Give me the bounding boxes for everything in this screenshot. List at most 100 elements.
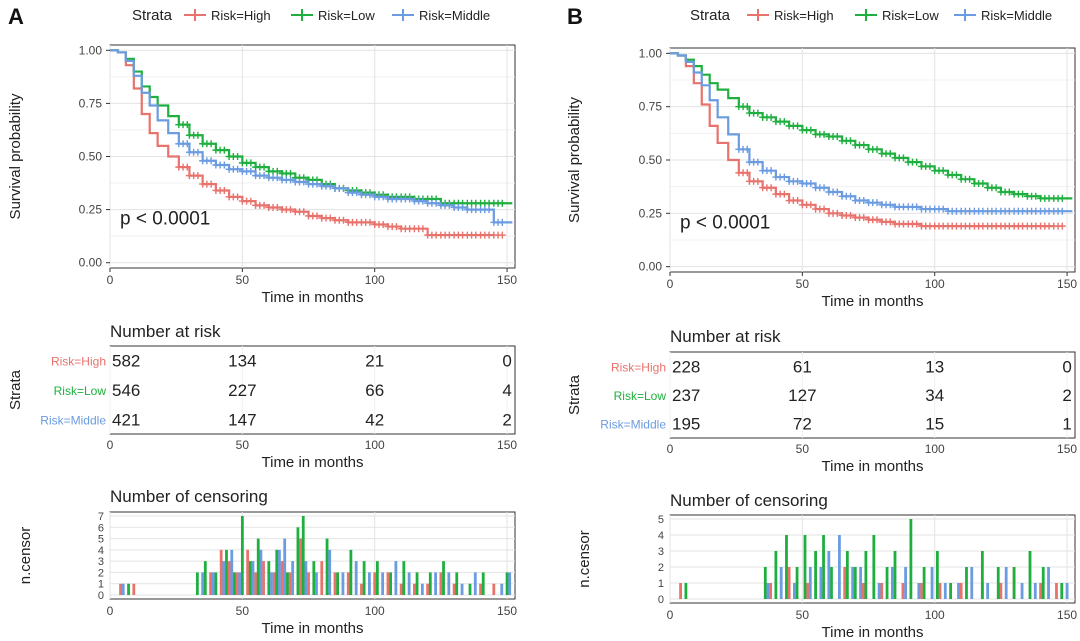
x-tick-label: 100 [925, 277, 945, 291]
censor-mark [406, 195, 414, 203]
censor-bar-low [375, 561, 379, 595]
risk-row-label: Risk=High [51, 355, 106, 369]
censor-bar-middle [500, 583, 504, 595]
x-tick-label: 50 [236, 604, 250, 618]
censor-bar-low [814, 551, 817, 599]
x-tick-label: 50 [796, 608, 810, 622]
censor-mark [287, 206, 295, 214]
censor-bar-middle [779, 567, 783, 599]
censor-mark [313, 180, 321, 188]
risk-row-label: Risk=Middle [600, 418, 666, 432]
censor-mark [794, 122, 802, 130]
censor-bar-high [346, 572, 350, 595]
censor-bar-high [132, 583, 136, 595]
legend-item: Risk=Low [882, 8, 939, 23]
censor-bar-middle [222, 561, 226, 595]
censor-mark [794, 197, 802, 205]
censor-mark [833, 209, 841, 217]
y-tick-label: 0.25 [79, 203, 103, 217]
censor-mark [847, 137, 855, 145]
censor-mark [260, 172, 268, 180]
risk-value: 21 [365, 352, 384, 371]
censor-bar-high [959, 583, 963, 599]
censor-bar-high [399, 583, 403, 595]
censor-bar-middle [291, 561, 295, 595]
censor-bar-low [127, 583, 130, 595]
censor-title: Number of censoring [110, 487, 268, 506]
legend-title: Strata [690, 7, 731, 24]
risk-table-area [669, 351, 1076, 439]
censor-mark [743, 103, 751, 111]
censor-mark [1032, 192, 1040, 200]
x-axis-label: Time in months [822, 624, 924, 641]
censor-bar-middle [877, 583, 881, 599]
risk-value: 2 [1062, 386, 1071, 405]
n-censor-axis-label: n.censor [17, 527, 34, 585]
x-tick-label: 0 [667, 442, 674, 456]
censor-bar-low [935, 551, 939, 599]
censor-mark [820, 205, 828, 213]
risk-value: 147 [228, 410, 256, 429]
censor-mark [419, 197, 427, 205]
censor-bar-low [301, 516, 305, 595]
x-tick-label: 100 [925, 442, 945, 456]
censor-bar-low [362, 561, 366, 595]
risk-value: 15 [925, 415, 944, 434]
censor-bar-middle [766, 583, 770, 599]
censor-bar-high [938, 583, 942, 599]
x-tick-label: 0 [107, 604, 114, 618]
x-tick-label: 150 [497, 273, 517, 287]
censor-bar-low [872, 535, 876, 599]
censor-mark [379, 220, 387, 228]
censor-mark [207, 140, 215, 148]
risk-value: 61 [793, 357, 812, 376]
censor-bar-low [248, 561, 252, 595]
censor-bar-middle [819, 567, 823, 599]
censor-bar-middle [238, 572, 242, 595]
censor-bar-low [909, 519, 913, 599]
censor-bar-low [240, 516, 244, 595]
censor-bar-low [325, 538, 329, 595]
censor-bar-middle [381, 572, 385, 595]
censor-mark [326, 214, 334, 222]
censor-bar-low [1041, 567, 1045, 599]
censor-bar-high [262, 561, 265, 595]
censor-bar-high [920, 583, 923, 599]
censor-bar-low [389, 572, 392, 595]
censor-bar-middle [930, 567, 934, 599]
y-tick-label: 0.25 [639, 206, 663, 220]
legend-item: Risk=Middle [419, 8, 490, 23]
censor-mark [183, 140, 191, 148]
risk-value: 195 [672, 415, 700, 434]
censor-bar-middle [447, 572, 451, 595]
censor-mark [743, 145, 751, 153]
censor-mark [379, 193, 387, 201]
censor-bar-low [922, 567, 926, 599]
censor-mark [432, 199, 440, 207]
censor-mark [1058, 207, 1066, 215]
censor-bar-low [312, 561, 316, 595]
x-axis-label: Time in months [822, 293, 924, 310]
censor-mark [807, 179, 815, 187]
censor-bar-high [679, 583, 682, 599]
censor-bar-low [505, 572, 509, 595]
censor-bar-low [256, 538, 260, 595]
censor-mark [313, 212, 321, 220]
censor-mark [326, 182, 334, 190]
censor-bar-low [830, 567, 833, 599]
x-tick-label: 50 [236, 273, 250, 287]
censor-mark [886, 150, 894, 158]
y-tick-label: 5 [98, 534, 104, 546]
censor-bar-middle [827, 551, 831, 599]
censor-bar-high [373, 572, 377, 595]
censor-bar-middle [1004, 567, 1008, 599]
censor-mark [820, 184, 828, 192]
censor-bar-low [336, 572, 340, 595]
censor-mark [273, 167, 281, 175]
censor-mark [913, 203, 921, 211]
censor-bar-low [885, 567, 889, 599]
censor-mark [1058, 222, 1066, 230]
p-value: p < 0.0001 [120, 208, 210, 229]
y-axis-label: Survival probability [7, 93, 24, 219]
x-axis-label: Time in months [262, 454, 364, 471]
